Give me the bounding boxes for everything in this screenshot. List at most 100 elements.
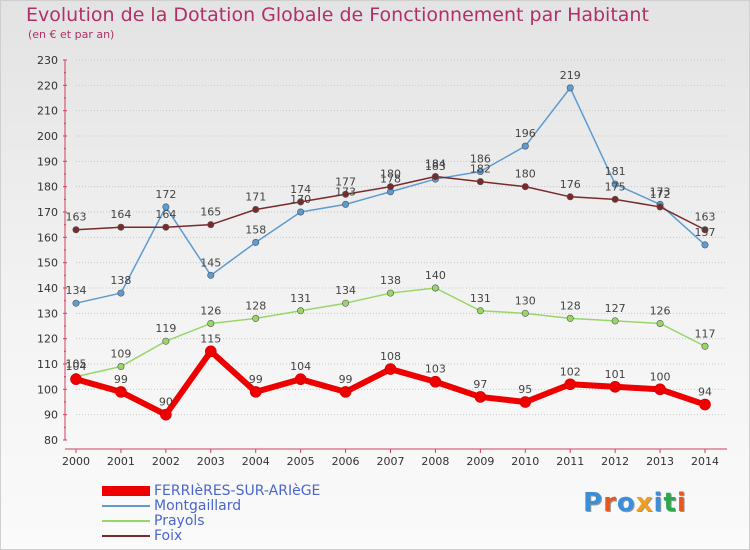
legend-item: Foix xyxy=(98,529,418,544)
data-label: 138 xyxy=(110,274,131,287)
data-point xyxy=(384,363,397,375)
x-tick-label: 2003 xyxy=(197,455,225,468)
data-label: 97 xyxy=(473,378,487,391)
x-tick-label: 2002 xyxy=(152,455,180,468)
data-label: 163 xyxy=(695,211,716,224)
data-label: 163 xyxy=(66,211,87,224)
data-point xyxy=(117,363,125,371)
data-point xyxy=(566,84,574,92)
x-tick-label: 2004 xyxy=(242,455,270,468)
y-tick-label: 160 xyxy=(37,231,58,244)
data-point xyxy=(609,380,621,393)
data-point xyxy=(431,284,439,292)
legend-swatch xyxy=(102,535,150,537)
x-tick-label: 2013 xyxy=(646,455,674,468)
data-label: 108 xyxy=(380,350,401,363)
data-point xyxy=(72,226,80,234)
data-label: 102 xyxy=(560,365,581,378)
y-tick-label: 130 xyxy=(37,307,58,320)
logo-letter: i xyxy=(653,488,664,518)
data-point xyxy=(252,314,260,322)
data-label: 99 xyxy=(249,373,263,386)
legend-swatch xyxy=(102,486,150,496)
data-label: 99 xyxy=(114,373,128,386)
data-label: 95 xyxy=(518,383,532,396)
data-point xyxy=(654,383,666,396)
logo-letter: P xyxy=(583,488,604,518)
legend-item: Prayols xyxy=(98,514,418,529)
data-point xyxy=(611,195,619,203)
data-label: 145 xyxy=(200,256,221,269)
data-point xyxy=(519,396,532,408)
data-point xyxy=(701,241,709,249)
data-label: 157 xyxy=(695,226,716,239)
data-point xyxy=(476,307,484,315)
data-label: 174 xyxy=(290,183,311,196)
data-label: 104 xyxy=(66,360,87,373)
x-tick-label: 2014 xyxy=(691,455,719,468)
logo-letter: r xyxy=(603,488,617,518)
legend-label: Montgaillard xyxy=(154,498,242,514)
legend-item: Montgaillard xyxy=(98,499,418,514)
data-point xyxy=(162,203,170,211)
data-label: 104 xyxy=(290,360,311,373)
data-label: 181 xyxy=(605,165,626,178)
data-label: 164 xyxy=(155,208,176,221)
legend-swatch xyxy=(102,520,150,522)
data-point xyxy=(117,289,125,297)
data-label: 100 xyxy=(650,370,671,383)
data-point xyxy=(566,314,574,322)
data-label: 173 xyxy=(650,185,671,198)
data-point xyxy=(252,205,260,213)
y-tick-label: 170 xyxy=(37,206,58,219)
y-tick-label: 230 xyxy=(37,54,58,67)
data-label: 130 xyxy=(515,294,536,307)
data-point xyxy=(476,167,484,175)
data-label: 105 xyxy=(66,358,87,371)
data-label: 115 xyxy=(200,332,221,345)
data-label: 219 xyxy=(560,69,581,82)
data-point xyxy=(342,190,350,198)
data-point xyxy=(564,378,577,391)
data-point xyxy=(207,221,215,229)
data-label: 131 xyxy=(470,292,491,305)
data-label: 117 xyxy=(695,327,716,340)
data-label: 126 xyxy=(650,304,671,317)
data-point xyxy=(342,200,350,208)
data-label: 171 xyxy=(245,190,266,203)
data-label: 131 xyxy=(290,292,311,305)
axes xyxy=(63,59,727,453)
y-tick-label: 190 xyxy=(37,155,58,168)
grid-lines xyxy=(76,59,727,416)
data-point xyxy=(611,180,619,188)
data-point xyxy=(521,142,529,150)
x-tick-label: 2010 xyxy=(511,455,539,468)
data-point xyxy=(117,223,125,231)
data-point xyxy=(249,386,262,398)
data-label: 158 xyxy=(245,223,266,236)
x-tick-labels: 2000 2001 2002 2003 2004 2005 2006 2007 2008 2009… xyxy=(62,455,719,468)
y-tick-label: 150 xyxy=(37,257,58,270)
data-point xyxy=(521,183,529,191)
data-label: 178 xyxy=(380,173,401,186)
x-tick-label: 2011 xyxy=(556,455,584,468)
data-point xyxy=(297,307,305,315)
data-label: 128 xyxy=(560,299,581,312)
data-point xyxy=(70,373,82,386)
data-labels: 134 138 172 145 158 170 173 178 183 186 196 219 181 1… xyxy=(66,69,716,409)
data-point xyxy=(656,319,664,327)
y-tick-label: 80 xyxy=(44,434,58,447)
data-label: 165 xyxy=(200,206,221,219)
legend-item: FERRIèRES-SUR-ARIèGE xyxy=(98,484,418,499)
data-point xyxy=(386,289,394,297)
y-tick-label: 100 xyxy=(37,383,58,396)
x-tick-label: 2008 xyxy=(421,455,449,468)
data-point xyxy=(339,386,352,398)
logo-letter: i xyxy=(676,488,687,518)
legend-label: Prayols xyxy=(154,513,205,529)
x-tick-label: 2000 xyxy=(62,455,90,468)
x-tick-label: 2001 xyxy=(107,455,135,468)
x-tick-label: 2007 xyxy=(377,455,405,468)
